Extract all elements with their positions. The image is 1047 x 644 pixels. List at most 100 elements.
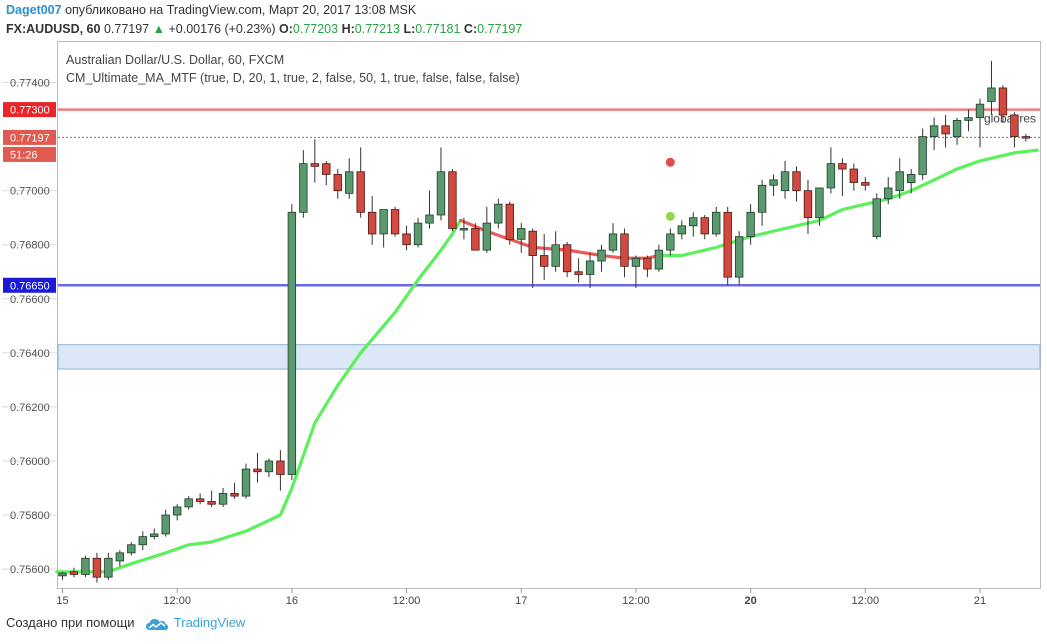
candlesticks bbox=[58, 60, 1031, 583]
candle-body bbox=[379, 209, 388, 235]
candle-body bbox=[127, 544, 136, 554]
candle-body bbox=[367, 211, 377, 235]
y-axis: 0.77400 0.77000 0.76800 0.76600 0.76400 0.762… bbox=[10, 78, 50, 577]
x-tick-label: 17 bbox=[515, 595, 527, 607]
candle-body bbox=[746, 211, 755, 238]
x-tick-label: 12:00 bbox=[852, 595, 880, 607]
candle-body bbox=[436, 171, 446, 216]
candle-body bbox=[58, 572, 67, 577]
candle-body bbox=[264, 460, 274, 473]
candle-body bbox=[723, 211, 732, 278]
price-badge-label: 0.77300 bbox=[10, 105, 50, 117]
price-badges: 0.77300 0.77197 51:26 0.76650 bbox=[3, 102, 56, 293]
candle-body bbox=[907, 174, 916, 183]
candle-body bbox=[585, 260, 595, 275]
price-badge-bg bbox=[3, 129, 56, 145]
footer: Создано при помощи TradingView bbox=[6, 615, 245, 630]
candle-body bbox=[81, 557, 90, 575]
candle-body bbox=[562, 244, 572, 273]
candle-body bbox=[517, 228, 526, 240]
price-zone-rect bbox=[57, 344, 1041, 370]
candle-body bbox=[826, 163, 836, 189]
price-badge-bg bbox=[3, 277, 56, 293]
tradingview-cloud-icon[interactable] bbox=[145, 616, 169, 632]
y-tick-label: 0.75800 bbox=[10, 510, 50, 522]
candle-body bbox=[872, 198, 881, 238]
candle-body bbox=[161, 514, 170, 535]
candle-body bbox=[769, 179, 778, 186]
candle-body bbox=[115, 552, 125, 562]
candle-body bbox=[551, 244, 560, 267]
x-tick-label: 12:00 bbox=[622, 595, 650, 607]
candle-body bbox=[677, 225, 686, 235]
candle-body bbox=[689, 217, 698, 227]
publish-info: Daget007 опубликовано на TradingView.com… bbox=[6, 3, 416, 17]
candle-body bbox=[918, 136, 927, 175]
signal-dots bbox=[665, 157, 675, 221]
chart-title: Australian Dollar/U.S. Dollar, 60, FXCM bbox=[66, 53, 284, 67]
price-badge-label: 51:26 bbox=[10, 149, 38, 161]
candle-body bbox=[700, 217, 709, 235]
candle-body bbox=[390, 209, 400, 235]
candle-body bbox=[310, 163, 319, 167]
x-tick-label: 12:00 bbox=[163, 595, 191, 607]
tradingview-link[interactable]: TradingView bbox=[173, 615, 246, 630]
candle-body bbox=[654, 249, 664, 270]
author-name[interactable]: Daget007 bbox=[6, 3, 62, 17]
candle-body bbox=[929, 125, 939, 138]
candle-body bbox=[150, 533, 159, 538]
candle-body bbox=[987, 87, 996, 102]
candle-body bbox=[195, 498, 205, 502]
candle-body bbox=[1021, 136, 1031, 139]
up-triangle-icon: ▲ bbox=[152, 22, 165, 36]
y-tick-label: 0.76200 bbox=[10, 402, 50, 414]
horizontal-levels: global res bbox=[58, 108, 1040, 287]
y-tick-label: 0.76800 bbox=[10, 240, 50, 252]
x-tick-label: 20 bbox=[745, 595, 757, 607]
candle-body bbox=[780, 171, 790, 192]
candle-body bbox=[92, 557, 102, 578]
candle-body bbox=[413, 222, 423, 246]
candle-body bbox=[838, 163, 847, 170]
low-label: L: bbox=[403, 22, 416, 36]
created-with-label: Создано при помощи bbox=[6, 615, 135, 630]
candle-body bbox=[448, 171, 457, 229]
candle-body bbox=[620, 233, 629, 267]
y-tick-label: 0.75600 bbox=[10, 564, 50, 576]
x-axis: 15 12:00 16 12:00 17 12:00 20 12:00 21 bbox=[56, 588, 986, 607]
grid bbox=[2, 82, 57, 570]
candle-body bbox=[471, 228, 480, 251]
x-tick-label: 16 bbox=[286, 595, 298, 607]
y-tick-label: 0.76000 bbox=[10, 456, 50, 468]
candle-body bbox=[643, 257, 652, 270]
candle-body bbox=[792, 171, 801, 192]
candle-body bbox=[941, 125, 950, 135]
candle-body bbox=[631, 257, 641, 267]
low-value: 0.77181 bbox=[415, 22, 461, 36]
candle-body bbox=[884, 187, 893, 200]
candle-body bbox=[287, 211, 297, 475]
candle-body bbox=[528, 230, 537, 256]
candle-body bbox=[276, 460, 285, 475]
x-tick-label: 12:00 bbox=[393, 595, 421, 607]
candle-body bbox=[734, 236, 744, 278]
candle-body bbox=[173, 506, 182, 516]
candle-body bbox=[861, 182, 870, 186]
y-tick-label: 0.76600 bbox=[10, 294, 50, 306]
candle-body bbox=[895, 171, 904, 192]
candle-body bbox=[574, 271, 583, 275]
candle-body bbox=[505, 203, 514, 240]
candle-body bbox=[608, 233, 618, 251]
candle-body bbox=[138, 536, 147, 546]
open-value: 0.77203 bbox=[292, 22, 339, 36]
candle-body bbox=[218, 492, 228, 505]
ma-segment bbox=[657, 148, 1039, 258]
y-tick-label: 0.77400 bbox=[10, 78, 50, 90]
candle-body bbox=[356, 171, 365, 213]
candle-body bbox=[964, 117, 973, 121]
price-badge-bg bbox=[3, 102, 56, 118]
symbol-label: FX:AUDUSD, 60 bbox=[6, 22, 101, 36]
ma-segment bbox=[55, 218, 463, 574]
indicator-label: CM_Ultimate_MA_MTF (true, D, 20, 1, true… bbox=[66, 71, 520, 85]
